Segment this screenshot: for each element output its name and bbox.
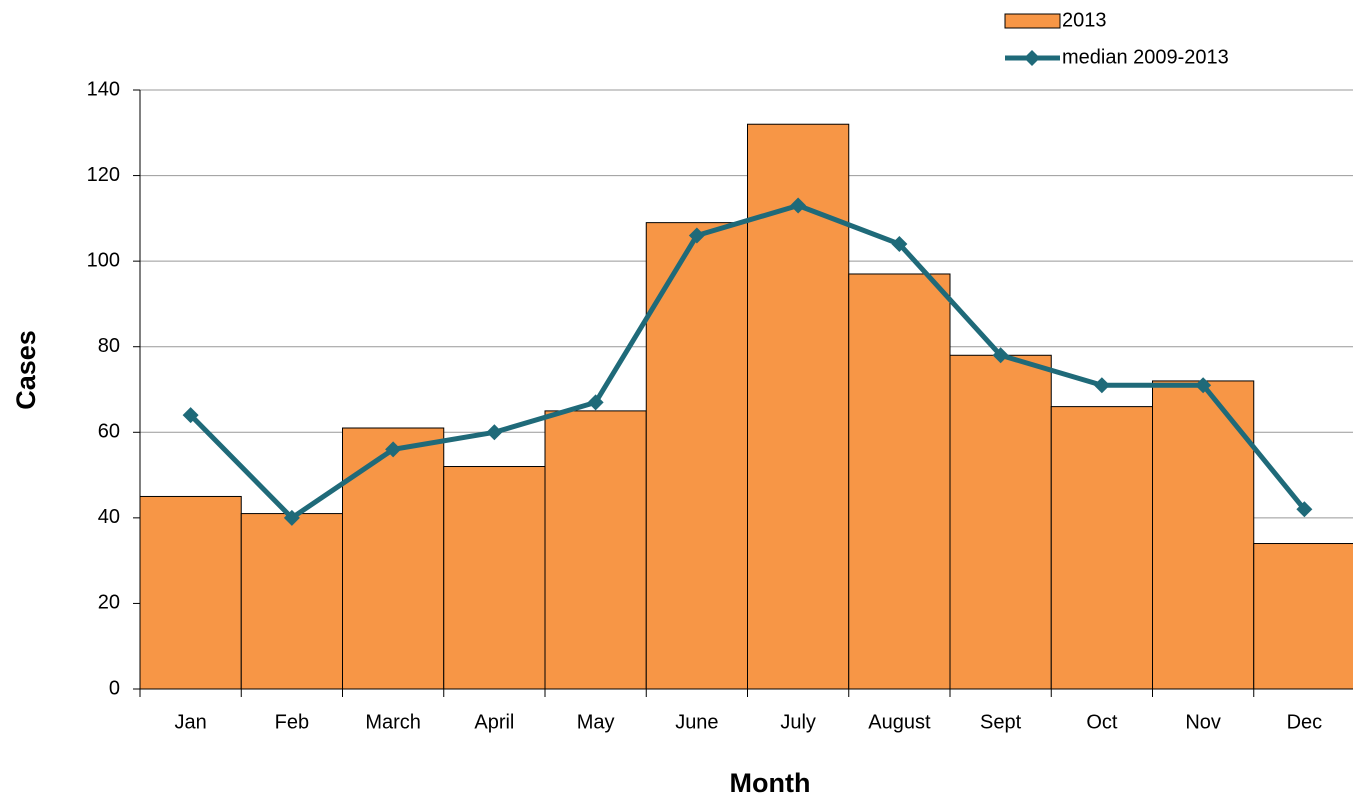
line-marker: [1195, 377, 1212, 394]
line-marker: [992, 347, 1009, 364]
x-tick-label: Dec: [1287, 711, 1323, 733]
y-tick-label: 80: [98, 335, 120, 357]
line-marker: [385, 441, 402, 458]
line-marker: [891, 236, 908, 253]
y-tick-label: 100: [87, 249, 120, 271]
line-marker: [688, 227, 705, 244]
line-marker: [182, 407, 199, 424]
y-tick-label: 140: [87, 78, 120, 100]
bar: [645, 222, 748, 690]
x-tick-label: Nov: [1185, 711, 1221, 733]
x-tick-label: Sept: [980, 711, 1022, 733]
line-marker: [1093, 377, 1110, 394]
line-marker: [587, 394, 604, 411]
bar: [443, 466, 546, 690]
bar: [1050, 406, 1153, 690]
bar: [949, 354, 1052, 690]
line-marker: [1296, 501, 1313, 518]
x-tick-label: June: [675, 711, 718, 733]
line-marker: [283, 509, 300, 526]
x-tick-label: July: [780, 711, 816, 733]
y-axis-title: Cases: [11, 330, 41, 410]
line-marker: [486, 424, 503, 441]
line-marker: [790, 197, 807, 214]
legend-swatch: [1024, 50, 1040, 66]
x-tick-label: Oct: [1086, 711, 1118, 733]
bar: [139, 495, 242, 690]
y-tick-label: 120: [87, 164, 120, 186]
bar: [240, 513, 343, 690]
y-tick-label: 60: [98, 421, 120, 443]
bar: [1253, 543, 1353, 690]
x-axis-title: Month: [730, 768, 811, 798]
line: [188, 203, 1307, 521]
bar: [342, 427, 445, 690]
x-tick-label: Jan: [175, 711, 207, 733]
bar: [848, 273, 951, 690]
x-tick-label: Feb: [275, 711, 309, 733]
legend-swatch: [1004, 13, 1061, 29]
bar: [544, 410, 647, 690]
y-tick-label: 0: [109, 677, 120, 699]
y-tick-label: 20: [98, 592, 120, 614]
x-tick-label: March: [365, 711, 421, 733]
legend-label: 2013: [1062, 9, 1107, 31]
legend-label: median 2009-2013: [1062, 46, 1229, 68]
x-tick-label: April: [474, 711, 514, 733]
x-tick-label: August: [868, 711, 931, 733]
y-tick-label: 40: [98, 506, 120, 528]
x-tick-label: May: [577, 711, 615, 733]
